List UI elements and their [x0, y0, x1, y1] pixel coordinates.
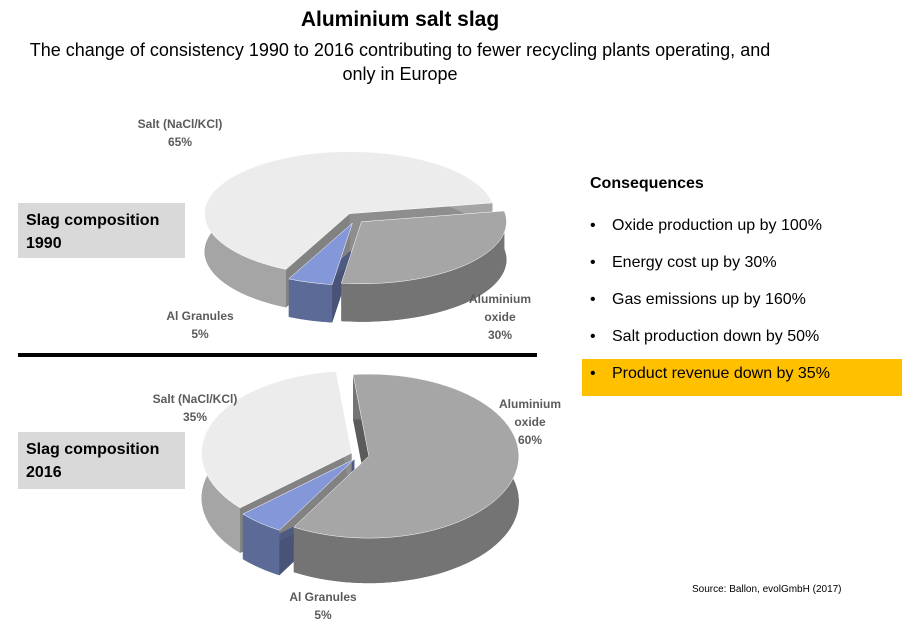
slice	[242, 458, 355, 531]
subtitle: The change of consistency 1990 to 2016 c…	[29, 40, 771, 84]
value-label: 35%	[182, 410, 208, 424]
slice-label: Salt (NaCl/KCl) 65%	[135, 115, 225, 151]
consequences: Consequences Oxide production up by 100%…	[582, 175, 902, 396]
slice	[293, 373, 520, 539]
source: Source: Ballon, evolGmbH (2017)	[692, 584, 842, 595]
consequence: Energy cost up by 30%	[582, 248, 902, 285]
slice-label: Al Granules 5%	[155, 307, 245, 343]
slice	[288, 222, 353, 285]
pie-title: Slag composition 2016	[18, 432, 185, 489]
value-label: 30%	[487, 328, 513, 342]
slice-side	[242, 514, 280, 576]
value-label: 65%	[167, 135, 193, 149]
slice	[340, 210, 507, 285]
slice-side	[288, 278, 333, 323]
value-label: 5%	[314, 608, 332, 622]
category: Aluminium oxide	[469, 292, 531, 324]
list: Oxide production up by 100%Energy cost u…	[582, 211, 902, 396]
pie-title: Slag composition 1990	[18, 203, 185, 258]
heading: Consequences	[590, 175, 704, 192]
consequence: Product revenue down by 35%	[582, 359, 902, 396]
slice-label: Al Granules 5%	[278, 588, 368, 624]
category: Aluminium oxide	[499, 397, 561, 429]
category: Al Granules	[166, 309, 234, 323]
slice-label: Aluminium oxide 30%	[455, 290, 545, 344]
slice-side	[341, 210, 507, 322]
consequence: Oxide production up by 100%	[582, 211, 902, 248]
value-label: 60%	[517, 433, 543, 447]
category: Salt (NaCl/KCl)	[137, 117, 223, 131]
consequence: Salt production down by 50%	[582, 322, 902, 359]
category: Salt (NaCl/KCl)	[152, 392, 238, 406]
slice-label: Salt (NaCl/KCl) 35%	[150, 390, 240, 426]
slice	[201, 371, 352, 509]
title: Aluminium salt slag	[300, 8, 500, 31]
consequence: Gas emissions up by 160%	[582, 285, 902, 322]
slice	[204, 151, 493, 270]
category: Al Granules	[289, 590, 357, 604]
value-label: 5%	[191, 327, 209, 341]
slice-label: Aluminium oxide 60%	[485, 395, 575, 449]
